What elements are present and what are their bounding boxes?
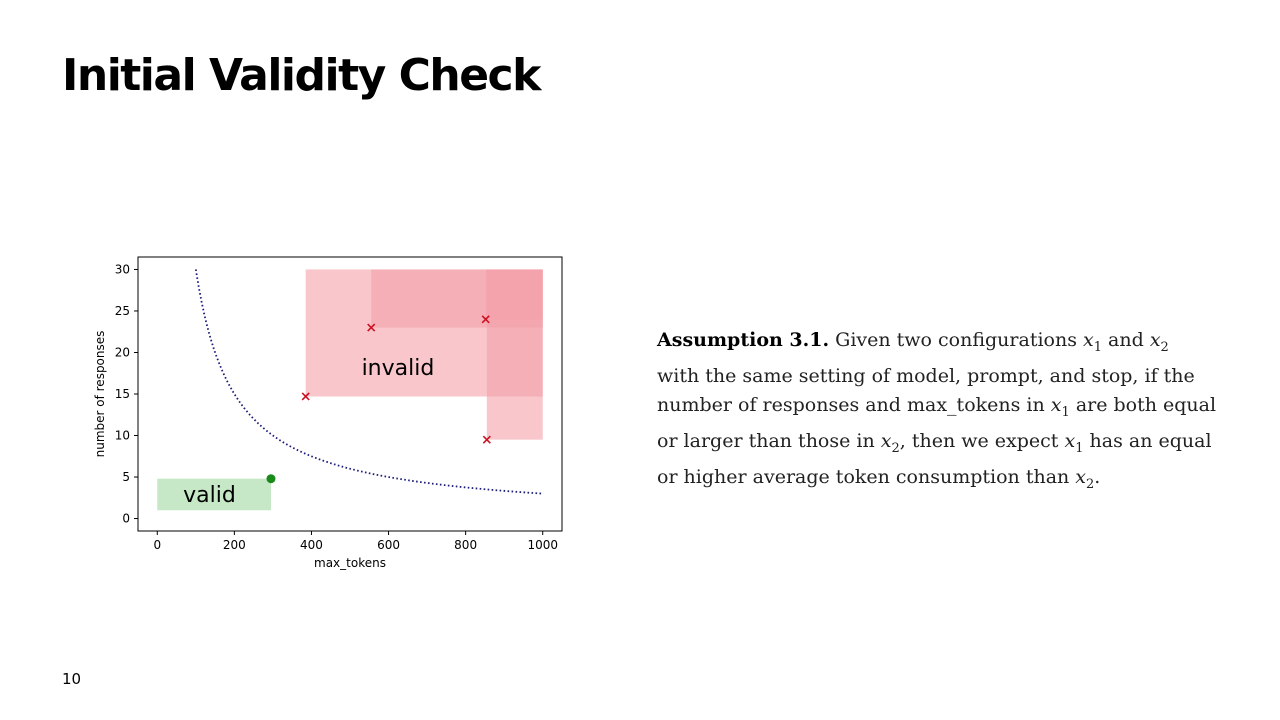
invalid-region	[486, 269, 543, 440]
x-axis-ticks: 0 200 400 600 800 1000	[153, 531, 558, 552]
invalid-regions	[305, 269, 543, 440]
invalid-point-marker	[367, 323, 376, 332]
assumption-body-6: with the same setting of model, prompt, …	[657, 365, 1195, 416]
invalid-markers	[301, 315, 491, 444]
y-axis-ticks: 0 5 10 15 20 25 30	[115, 262, 138, 526]
math-subscript: 1	[1075, 440, 1084, 456]
valid-region	[157, 478, 271, 511]
x-axis-title: max_tokens	[314, 556, 386, 570]
math-var: x	[1149, 329, 1161, 351]
math-var: x	[1064, 430, 1076, 453]
y-tick-label: 30	[115, 262, 130, 276]
assumption-text: Assumption 3.1. Given two configurations…	[657, 326, 1217, 500]
y-tick-label: 20	[115, 345, 130, 359]
valid-label: valid	[183, 483, 236, 508]
assumption-body-15: has an equal or higher average token con…	[657, 430, 1212, 489]
invalid-point-marker	[482, 435, 491, 444]
page-number: 10	[62, 670, 82, 688]
math-subscript: 2	[891, 440, 900, 456]
assumption-body-18: .	[1094, 466, 1101, 489]
valid-point	[266, 474, 276, 484]
math-subscript: 1	[1061, 404, 1070, 420]
math-subscript: 2	[1086, 477, 1095, 493]
invalid-label: invalid	[362, 356, 435, 381]
assumption-heading: Assumption 3.1.	[657, 329, 830, 351]
assumption-body-9: are both equal or larger than those in	[657, 393, 1217, 453]
y-tick-label: 10	[115, 429, 130, 443]
math-subscript: 2	[1160, 339, 1169, 355]
math-var: x	[1075, 466, 1087, 489]
y-tick-label: 0	[122, 512, 130, 526]
y-axis-title: number of responses	[93, 331, 107, 458]
budget-curve	[194, 269, 543, 495]
math-var: x	[1050, 393, 1062, 416]
x-tick-label: 400	[300, 538, 323, 552]
math-var: x	[880, 430, 892, 453]
validity-chart: invalid valid 0 200 400 600 800 1000 0 5 10 15 20…	[90, 250, 570, 580]
assumption-body-3: and	[1102, 329, 1150, 351]
invalid-point-marker	[481, 315, 490, 324]
x-tick-label: 0	[153, 538, 161, 552]
math-var: x	[1083, 329, 1094, 351]
invalid-point-marker	[301, 392, 310, 401]
x-tick-label: 600	[377, 538, 400, 552]
y-tick-label: 25	[115, 304, 130, 318]
x-tick-label: 1000	[527, 538, 558, 552]
math-subscript: 1	[1093, 339, 1103, 355]
slide-title: Initial Validity Check	[62, 50, 541, 101]
x-tick-label: 200	[223, 538, 246, 552]
x-tick-label: 800	[454, 538, 477, 552]
assumption-body-12: , then we expect	[899, 430, 1065, 453]
assumption-body-0: Given two configurations	[829, 329, 1084, 351]
y-tick-label: 5	[122, 470, 130, 484]
validity-chart-svg: invalid valid 0 200 400 600 800 1000 0 5 10 15 20…	[93, 256, 563, 570]
y-tick-label: 15	[115, 387, 130, 401]
